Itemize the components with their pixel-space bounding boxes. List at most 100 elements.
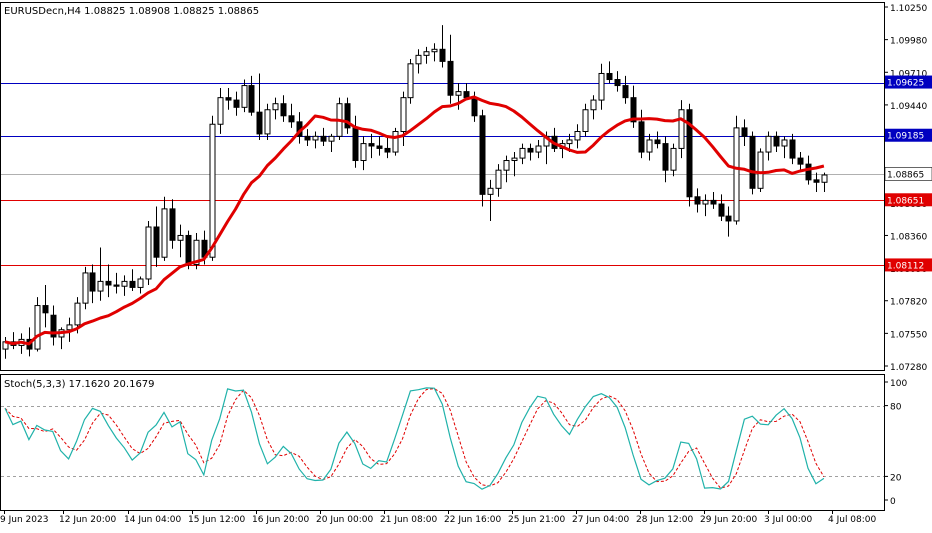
ma-line — [4, 95, 825, 346]
candle-body — [694, 196, 701, 205]
candle-body — [471, 97, 478, 117]
candle-body — [725, 215, 732, 222]
candle-body — [400, 97, 407, 133]
stoch-y-tick-label: 20 — [890, 473, 902, 483]
candle-body — [392, 131, 399, 153]
candle-body — [789, 139, 796, 159]
current-price-label-bg — [885, 167, 932, 181]
x-tick-label: 21 Jun 08:00 — [380, 515, 437, 525]
candle-body — [741, 127, 748, 137]
candle-body — [241, 85, 248, 108]
candle-body — [630, 97, 637, 123]
y-tick-label: 1.07280 — [890, 363, 927, 373]
candle-body — [105, 280, 112, 286]
level-label-resistance-bg — [885, 75, 932, 89]
candle-body — [272, 103, 279, 111]
candle-body — [288, 115, 295, 123]
x-tick-label: 29 Jun 20:00 — [700, 515, 757, 525]
candle-body — [702, 199, 709, 205]
candle-body — [145, 226, 152, 280]
candle-body — [344, 103, 351, 129]
y-tick-label: 1.08360 — [890, 232, 927, 242]
x-tick-label: 28 Jun 12:00 — [636, 515, 693, 525]
candle-body — [113, 284, 120, 287]
x-tick-label: 4 Jul 08:00 — [828, 515, 877, 525]
candle-body — [415, 54, 422, 65]
candle-body — [535, 145, 542, 153]
candle-body — [384, 147, 391, 153]
current-price-label-border — [884, 167, 932, 181]
x-tick-label: 25 Jun 21:00 — [508, 515, 565, 525]
candles — [2, 25, 828, 359]
candle-body — [431, 48, 438, 53]
candle-body — [34, 305, 41, 350]
level-label-resistance: 1.09185 — [887, 132, 924, 142]
level-label-resistance: 1.09625 — [887, 79, 924, 89]
candle-body — [686, 109, 693, 198]
candle-body — [74, 302, 81, 326]
candle-body — [97, 280, 104, 292]
x-tick-label: 15 Jun 12:00 — [188, 515, 245, 525]
candle-body — [487, 187, 494, 195]
candle-body — [376, 145, 383, 149]
candle-body — [503, 160, 510, 171]
candle-body — [710, 199, 717, 205]
candle-body — [50, 314, 57, 338]
candle-body — [360, 143, 367, 162]
candle-body — [304, 135, 311, 141]
candle-body — [209, 123, 216, 258]
x-tick-label: 27 Jun 04:00 — [572, 515, 629, 525]
candle-body — [566, 139, 573, 145]
candle-body — [527, 147, 534, 153]
candle-body — [225, 97, 232, 101]
main-panel-border — [0, 2, 885, 371]
candle-body — [312, 135, 319, 141]
candle-body — [749, 135, 756, 189]
stochastic-panel — [1, 387, 884, 490]
candle-body — [622, 85, 629, 99]
candle-body — [479, 115, 486, 195]
x-tick-label: 14 Jun 04:00 — [124, 515, 181, 525]
y-tick-label: 1.07550 — [890, 330, 927, 340]
candle-body — [781, 139, 788, 147]
candle-body — [368, 143, 375, 147]
candle-body — [121, 280, 128, 287]
candle-body — [614, 79, 621, 87]
candle-body — [670, 147, 677, 171]
stoch-signal-line — [4, 388, 825, 489]
candle-body — [177, 234, 184, 241]
y-tick-label: 1.09440 — [890, 102, 927, 112]
candle-body — [42, 305, 49, 314]
candle-body — [590, 99, 597, 111]
candle-body — [89, 272, 96, 292]
candle-body — [511, 157, 518, 162]
y-tick-label: 1.09980 — [890, 37, 927, 47]
stoch-header: Stoch(5,3,3) 17.1620 20.1679 — [4, 379, 155, 390]
candle-body — [733, 127, 740, 222]
level-label-support: 1.08112 — [887, 261, 924, 271]
candle-body — [638, 121, 645, 153]
candle-body — [66, 324, 73, 331]
symbol-header: EURUSDecn,H4 1.08825 1.08908 1.08825 1.0… — [4, 6, 259, 17]
level-label-support: 1.08651 — [887, 196, 924, 206]
candle-body — [654, 139, 661, 145]
candle-body — [256, 111, 263, 135]
candle-body — [805, 163, 812, 181]
candle-body — [495, 169, 502, 189]
x-tick-label: 9 Jun 2023 — [0, 515, 48, 525]
candle-body — [129, 280, 136, 288]
candle-body — [193, 239, 200, 265]
candle-body — [662, 143, 669, 171]
candle-body — [718, 203, 725, 217]
candle-body — [280, 103, 287, 117]
candle-body — [161, 208, 168, 258]
stoch-y-tick-label: 80 — [890, 403, 902, 413]
level-label-resistance-bg — [885, 128, 932, 142]
candle-body — [169, 208, 176, 241]
stoch-main-line — [4, 387, 825, 490]
candle-body — [678, 109, 685, 149]
chart-frame — [0, 2, 885, 511]
candle-body — [153, 226, 160, 258]
